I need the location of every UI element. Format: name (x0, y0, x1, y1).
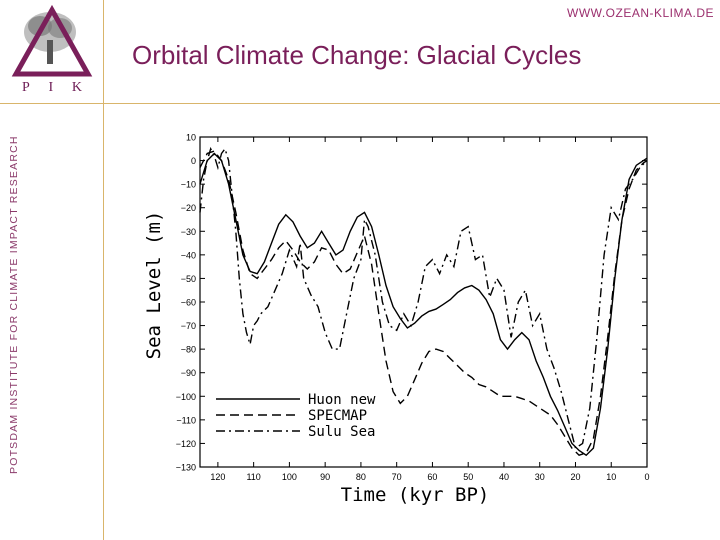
pik-logo: P I K (0, 0, 104, 104)
institute-sidebar: POTSDAM INSTITUTE FOR CLIMATE IMPACT RES… (8, 135, 20, 474)
legend-label: SPECMAP (308, 408, 367, 424)
institute-name: POTSDAM INSTITUTE FOR CLIMATE IMPACT RES… (8, 135, 20, 474)
x-tick-label: 60 (427, 472, 437, 482)
legend-label: Sulu Sea (308, 424, 375, 440)
site-url[interactable]: WWW.OZEAN-KLIMA.DE (567, 6, 714, 20)
y-tick-label: 0 (191, 156, 196, 166)
sea-level-chart: 100−10−20−30−40−50−60−70−80−90−100−110−1… (143, 133, 650, 507)
y-ticks: 10 0 −10 −20 −30 −40 −50 −60 −70 −80 −90 −100 −110 −1… (176, 133, 647, 473)
x-tick-label: 120 (210, 472, 225, 482)
series-line-0 (199, 152, 648, 457)
series-line-1 (199, 150, 648, 456)
page-title: Orbital Climate Change: Glacial Cycles (132, 40, 582, 70)
y-tick-label: −120 (176, 439, 196, 449)
x-tick-label: 100 (282, 472, 297, 482)
triangle-emblem (11, 4, 93, 77)
legend-label: Huon new (308, 392, 376, 408)
y-tick-label: −100 (176, 392, 196, 402)
x-tick-label: 10 (606, 472, 616, 482)
x-tick-label: 80 (356, 472, 366, 482)
vertical-rule (103, 0, 104, 540)
x-tick-label: 90 (320, 472, 330, 482)
x-tick-label: 110 (246, 472, 260, 482)
y-tick-label: −40 (181, 250, 196, 260)
y-tick-label: −30 (181, 227, 196, 237)
y-tick-label: −130 (176, 463, 196, 473)
y-tick-label: −90 (181, 368, 196, 378)
x-tick-label: 0 (644, 472, 649, 482)
x-ticks: 120 110 100 90 80 70 60 50 40 30 20 10 0 (210, 137, 650, 482)
y-tick-label: −10 (181, 180, 196, 190)
logo-letter-i: I (48, 80, 56, 95)
x-tick-label: 30 (535, 472, 545, 482)
chart-axes (199, 136, 648, 468)
logo-letter-k: K (71, 80, 84, 95)
y-tick-label: −110 (176, 415, 196, 425)
series-line-2 (199, 146, 648, 450)
y-tick-label: −60 (181, 298, 196, 308)
y-tick-label: 10 (186, 133, 196, 143)
x-tick-label: 40 (499, 472, 509, 482)
y-tick-label: −80 (181, 345, 196, 355)
plot-frame (199, 136, 648, 468)
logo-letters: P I K (22, 80, 84, 96)
tree-emblem (24, 12, 76, 64)
y-tick-label: −70 (181, 321, 196, 331)
x-axis-label: Time (kyr BP) (341, 484, 490, 506)
logo-letter-p: P (22, 80, 32, 95)
chart-series (199, 146, 648, 457)
horizontal-rule (0, 103, 720, 104)
x-tick-label: 70 (392, 472, 402, 482)
y-tick-label: −20 (181, 203, 196, 213)
y-tick-label: −50 (181, 274, 196, 284)
x-tick-label: 20 (570, 472, 580, 482)
y-axis-label: Sea Level (m) (143, 211, 165, 360)
x-tick-label: 50 (463, 472, 473, 482)
